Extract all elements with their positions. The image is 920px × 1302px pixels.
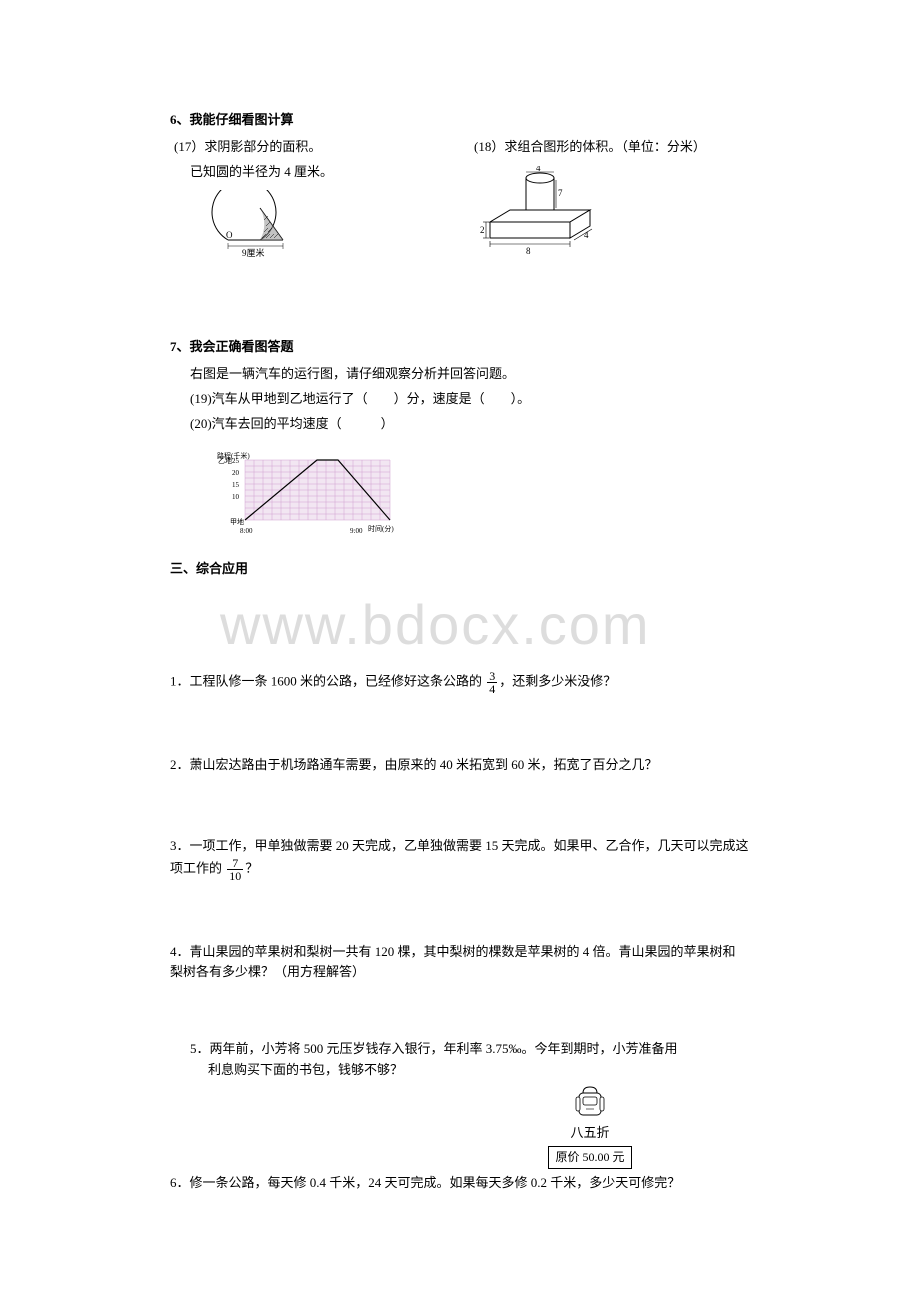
problem-3: 3．一项工作，甲单独做需要 20 天完成，乙单独做需要 15 天完成。如果甲、乙… — [170, 836, 750, 882]
p1-suffix: ，还剩多少米没修？ — [499, 673, 616, 688]
figures-row: (17）求阴影部分的面积。 已知圆的半径为 4 厘米。 O — [170, 137, 750, 277]
p1-prefix: 1．工程队修一条 1600 米的公路，已经修好这条公路的 — [170, 673, 485, 688]
svg-text:9:00: 9:00 — [350, 527, 363, 535]
svg-text:8:00: 8:00 — [240, 527, 253, 535]
svg-text:2: 2 — [480, 225, 485, 235]
section7-title: 7、我会正确看图答题 — [170, 337, 750, 358]
problem-6: 6．修一条公路，每天修 0.4 千米，24 天可完成。如果每天多修 0.2 千米… — [170, 1173, 750, 1194]
q18-text: (18）求组合图形的体积。（单位：分米） — [474, 137, 750, 158]
q20-text: (20)汽车去回的平均速度（ ） — [190, 414, 750, 435]
p5-line1: 5．两年前，小芳将 500 元压岁钱存入银行，年利率 3.75‰。今年到期时，小… — [190, 1039, 750, 1060]
q17-col: (17）求阴影部分的面积。 已知圆的半径为 4 厘米。 O — [170, 137, 450, 277]
svg-text:4: 4 — [536, 166, 541, 173]
svg-text:8: 8 — [526, 246, 531, 256]
bag-block: 八五折 原价 50.00 元 — [430, 1083, 750, 1169]
p3-frac: 710 — [227, 857, 243, 882]
p4-line2: 梨树各有多少棵？（用方程解答） — [170, 962, 750, 983]
q17-sub: 已知圆的半径为 4 厘米。 — [190, 162, 450, 183]
section3-title: 三、综合应用 — [170, 559, 750, 580]
fig17-bottom-label: 9厘米 — [242, 247, 265, 258]
svg-text:15: 15 — [232, 481, 240, 489]
p5-line2: 利息购买下面的书包，钱够不够？ — [208, 1060, 750, 1081]
problem-5: 5．两年前，小芳将 500 元压岁钱存入银行，年利率 3.75‰。今年到期时，小… — [170, 1039, 750, 1169]
svg-text:20: 20 — [232, 469, 240, 477]
q18-col: (18）求组合图形的体积。（单位：分米） 4 7 — [470, 137, 750, 277]
svg-text:乙地25: 乙地25 — [218, 456, 239, 465]
svg-text:甲地: 甲地 — [230, 517, 244, 526]
p3-line1: 3．一项工作，甲单独做需要 20 天完成，乙单独做需要 15 天完成。如果甲、乙… — [170, 836, 750, 857]
page-content: 6、我能仔细看图计算 (17）求阴影部分的面积。 已知圆的半径为 4 厘米。 — [170, 110, 750, 1194]
section6-title: 6、我能仔细看图计算 — [170, 110, 750, 131]
svg-text:时间(分): 时间(分) — [368, 524, 394, 533]
problem-1: 1．工程队修一条 1600 米的公路，已经修好这条公路的 34，还剩多少米没修？ — [170, 670, 750, 695]
section7-intro: 右图是一辆汽车的运行图，请仔细观察分析并回答问题。 — [190, 364, 750, 385]
q17-text: (17）求阴影部分的面积。 — [174, 137, 450, 158]
discount-text: 八五折 — [570, 1123, 609, 1144]
problem-2: 2．萧山宏达路由于机场路通车需要，由原来的 40 米拓宽到 60 米，拓宽了百分… — [170, 755, 750, 776]
q19-text: (19)汽车从甲地到乙地运行了（ ）分，速度是（ ）。 — [190, 389, 750, 410]
fig17-o-label: O — [226, 230, 233, 240]
svg-text:7: 7 — [558, 188, 563, 198]
svg-text:10: 10 — [232, 493, 240, 501]
fig17: O 9厘米 — [188, 190, 450, 277]
fig18: 4 7 2 8 4 — [470, 166, 750, 263]
p4-line1: 4．青山果园的苹果树和梨树一共有 120 棵，其中梨树的棵数是苹果树的 4 倍。… — [170, 942, 750, 963]
p1-frac: 34 — [487, 670, 497, 695]
bag-icon — [573, 1083, 607, 1119]
price-box: 原价 50.00 元 — [548, 1146, 631, 1169]
p3-line2: 项工作的 710？ — [170, 857, 750, 882]
problem-4: 4．青山果园的苹果树和梨树一共有 120 棵，其中梨树的棵数是苹果树的 4 倍。… — [170, 942, 750, 984]
chart: 路程(千米) 乙地25 20 15 10 甲地 8:00 9:00 时间(分) — [210, 452, 750, 549]
